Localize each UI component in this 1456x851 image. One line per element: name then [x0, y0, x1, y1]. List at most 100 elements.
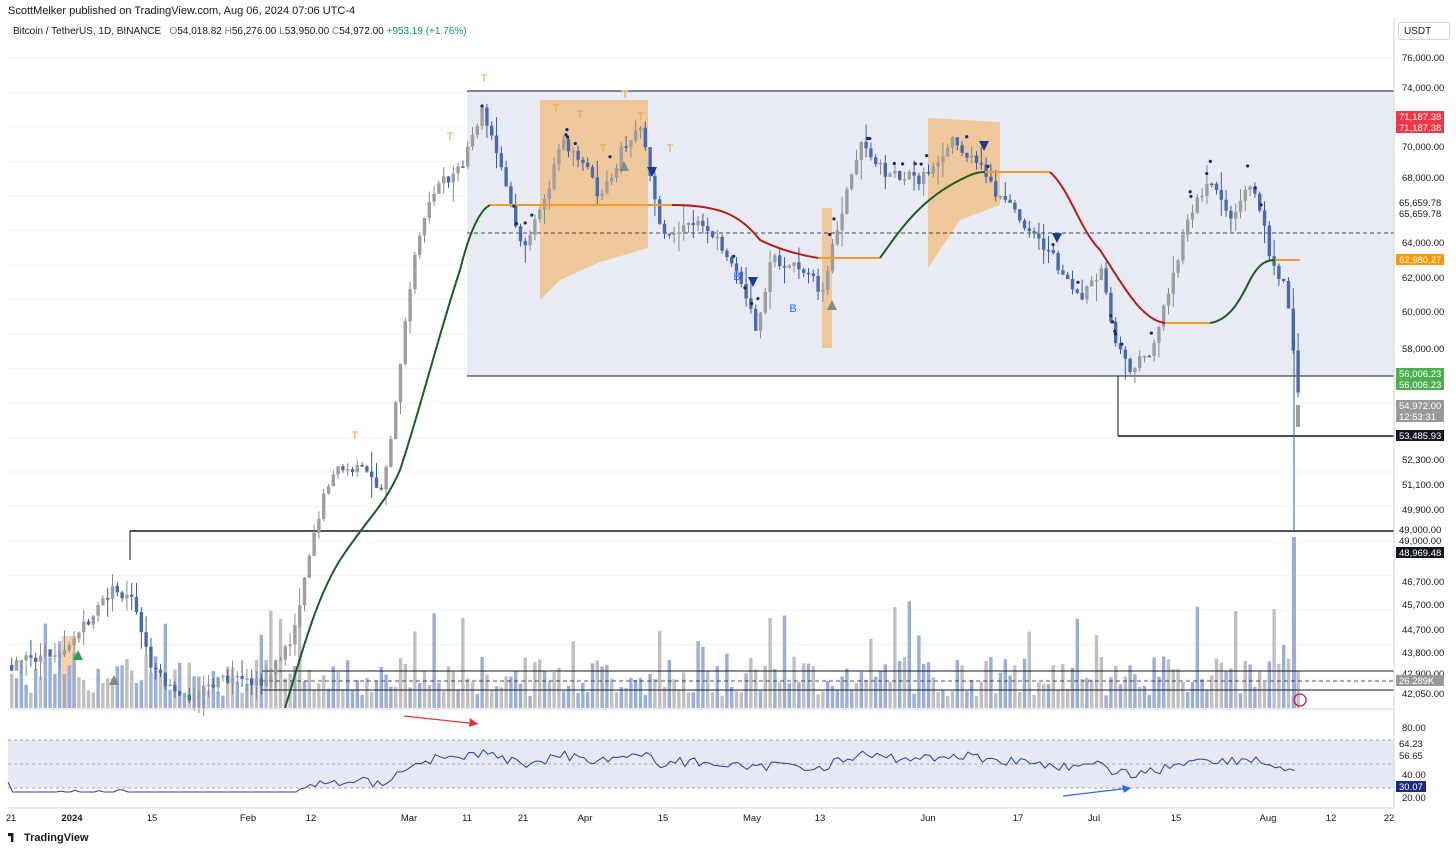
candle-body	[533, 219, 537, 235]
candle-body	[595, 177, 599, 197]
candle-body	[91, 615, 95, 625]
candle-body	[614, 168, 619, 178]
price-label: 56,006.23	[1399, 369, 1441, 380]
price-label-bg	[1396, 430, 1444, 441]
volume-bar	[384, 674, 388, 708]
volume-bar	[936, 692, 940, 708]
volume-bar	[302, 681, 307, 708]
candle-body	[586, 162, 590, 168]
volume-bar	[72, 653, 76, 708]
candle-body	[490, 125, 494, 136]
volume-bar	[173, 669, 177, 708]
candle-body	[211, 684, 215, 688]
volume-bar	[254, 659, 259, 708]
volume-bar	[720, 695, 724, 708]
candle-body	[869, 148, 873, 158]
signal-dot	[1208, 159, 1212, 163]
price-label-bg	[1396, 547, 1444, 558]
bearish-divergence-arrow	[469, 718, 478, 727]
volume-bar	[538, 659, 542, 708]
supply-zone-3	[822, 208, 832, 348]
candle-body	[1166, 293, 1171, 306]
volume-bar	[984, 661, 988, 708]
candle-body	[437, 183, 441, 194]
y-tick-label: 76,000.00	[1402, 53, 1444, 64]
currency-selector[interactable]: USDT	[1398, 22, 1450, 40]
candle-body	[542, 198, 547, 210]
volume-bar	[950, 691, 955, 708]
volume-bar	[653, 678, 657, 708]
candle-body	[590, 167, 595, 178]
volume-bar	[413, 631, 417, 708]
volume-bar	[1162, 656, 1166, 708]
signal-dot	[1111, 320, 1115, 324]
volume-bar	[917, 635, 921, 708]
volume-bar	[1205, 690, 1209, 708]
volume-bar	[1123, 676, 1127, 708]
signal-dot	[608, 155, 612, 159]
volume-bar	[586, 691, 590, 708]
candle-body	[710, 231, 715, 238]
signal-dot	[1113, 329, 1117, 333]
price-label: 62,980.27	[1399, 255, 1441, 266]
candle-body	[403, 321, 407, 364]
candle-body	[394, 402, 398, 440]
volume-bar	[893, 607, 897, 708]
rsi-label-bg	[1396, 781, 1426, 792]
volume-bar	[178, 662, 182, 708]
candle-body	[1051, 250, 1055, 254]
volume-bar	[331, 666, 335, 708]
candle-body	[960, 145, 964, 153]
candle-body	[946, 147, 950, 157]
price-label: 65,659.78	[1399, 209, 1441, 220]
symbol-name[interactable]: Bitcoin / TetherUS, 1D, BINANCE	[13, 26, 162, 37]
volume-bar	[168, 689, 172, 708]
volume-bar	[907, 601, 911, 708]
high-label: H	[224, 26, 232, 37]
candle-body	[941, 156, 945, 163]
candle-body	[1042, 238, 1046, 250]
supply-zone-4	[62, 636, 76, 708]
candle-body	[360, 464, 364, 467]
volume-bar	[874, 676, 878, 708]
volume-bar	[514, 671, 518, 708]
volume-bar	[91, 692, 95, 708]
volume-bar	[101, 683, 105, 708]
candle-body	[1027, 228, 1031, 232]
candle-body	[1219, 190, 1223, 200]
volume-bar	[1272, 609, 1276, 708]
volume-bar	[509, 676, 513, 708]
candle-body	[1238, 200, 1243, 213]
volume-bar	[691, 692, 695, 708]
volume-bar	[744, 673, 748, 708]
volume-bar	[1080, 679, 1084, 708]
volume-bar	[240, 692, 244, 708]
candle-body	[413, 254, 417, 290]
volume-bar	[1118, 684, 1123, 708]
candle-body	[139, 612, 143, 633]
candle-body	[989, 176, 993, 182]
volume-bar	[1114, 665, 1118, 708]
price-label: 49,000.00	[1399, 525, 1441, 536]
volume-bar	[826, 680, 830, 708]
bolt-icon	[1293, 693, 1307, 707]
volume-bar	[1013, 665, 1017, 708]
volume-spike-bar	[1292, 537, 1296, 708]
candle-body	[523, 241, 527, 246]
candle-body	[379, 487, 383, 490]
price-label-bg	[1396, 254, 1444, 265]
price-label-bg	[1396, 524, 1444, 535]
candle-body	[787, 265, 791, 268]
volume-bar	[187, 662, 191, 708]
candle-body	[274, 660, 278, 675]
volume-bar	[749, 658, 753, 708]
volume-bar	[1008, 675, 1012, 708]
signal-dot	[564, 133, 568, 137]
volume-bar	[739, 692, 743, 708]
volume-bar	[86, 690, 91, 708]
volume-bar	[1109, 677, 1113, 708]
signal-dot	[919, 162, 923, 166]
volume-bar	[1056, 690, 1060, 708]
trend-line-green	[284, 204, 491, 709]
